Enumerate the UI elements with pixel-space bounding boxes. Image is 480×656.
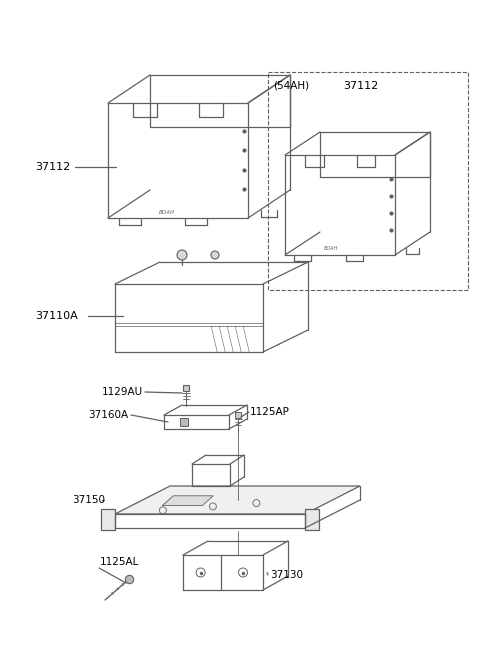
Text: BOAH: BOAH [159, 209, 175, 215]
Text: 37160A: 37160A [88, 410, 128, 420]
Text: 1125AL: 1125AL [100, 557, 139, 567]
Text: 37150: 37150 [72, 495, 105, 505]
Circle shape [177, 250, 187, 260]
Text: 37112: 37112 [343, 81, 378, 91]
Polygon shape [115, 486, 360, 514]
Text: 1129AU: 1129AU [102, 387, 143, 397]
Polygon shape [305, 509, 319, 530]
Text: BOAH: BOAH [324, 247, 338, 251]
Text: 37110A: 37110A [35, 311, 78, 321]
Text: 37112: 37112 [35, 162, 70, 172]
Text: 1125AP: 1125AP [250, 407, 290, 417]
Text: (54AH): (54AH) [273, 81, 309, 91]
Polygon shape [101, 509, 115, 530]
Polygon shape [162, 496, 213, 506]
Circle shape [211, 251, 219, 259]
Text: 37130: 37130 [270, 570, 303, 580]
